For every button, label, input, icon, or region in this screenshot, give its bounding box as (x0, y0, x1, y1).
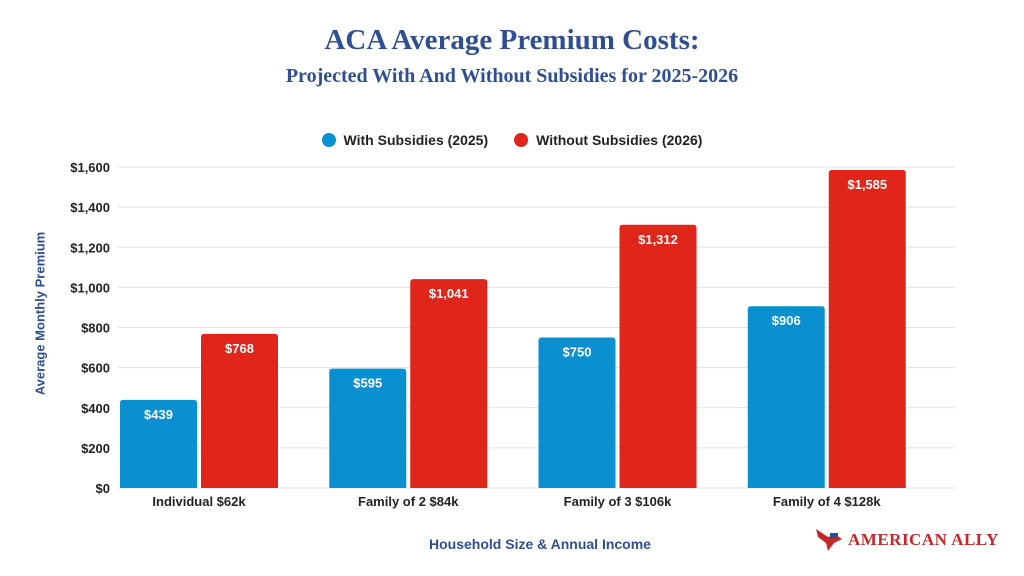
bar (828, 170, 906, 488)
x-axis-label: Household Size & Annual Income (429, 536, 651, 552)
logo-text: AMERICAN ALLY (848, 530, 999, 549)
bar (329, 368, 407, 488)
x-tick-label: Family of 3 $106k (564, 494, 672, 509)
chart-title: ACA Average Premium Costs: (324, 24, 700, 56)
y-axis-label: Average Monthly Premium (32, 231, 48, 396)
x-tick-label: Family of 4 $128k (773, 494, 881, 509)
data-label: $1,312 (638, 232, 678, 247)
x-tick-label: Family of 2 $84k (358, 494, 459, 509)
y-tick-label: $1,000 (70, 280, 110, 295)
data-label: $906 (772, 313, 801, 328)
american-ally-logo: AMERICAN ALLY (814, 527, 999, 553)
legend-label: Without Subsidies (2026) (536, 132, 703, 148)
legend-item-with-subsidies: With Subsidies (2025) (321, 132, 489, 148)
y-tick-label: $1,400 (70, 200, 110, 215)
y-tick-label: $0 (96, 481, 110, 496)
legend-swatch (321, 133, 336, 147)
legend: With Subsidies (2025) Without Subsidies … (0, 132, 1024, 148)
bar (619, 224, 697, 488)
y-tick-label: $200 (81, 441, 110, 456)
bar (747, 306, 825, 488)
y-tick-label: $1,600 (70, 160, 110, 175)
legend-swatch (514, 133, 529, 147)
y-tick-label: $400 (81, 401, 110, 416)
x-tick-label: Individual $62k (152, 494, 246, 509)
y-tick-label: $800 (81, 321, 110, 336)
legend-item-without-subsidies: Without Subsidies (2026) (514, 132, 702, 148)
data-label: $750 (563, 345, 592, 360)
y-tick-label: $600 (81, 361, 110, 376)
data-label: $595 (353, 376, 382, 391)
bar (538, 337, 616, 488)
data-label: $439 (144, 407, 173, 422)
eagle-icon (816, 529, 842, 551)
data-label: $768 (225, 341, 254, 356)
bar (120, 399, 197, 488)
data-label: $1,585 (847, 177, 887, 192)
chart-subtitle: Projected With And Without Subsidies for… (285, 65, 739, 87)
data-label: $1,041 (429, 286, 469, 301)
y-tick-label: $1,200 (70, 240, 110, 255)
bar (201, 333, 278, 488)
bar (410, 279, 488, 488)
legend-label: With Subsidies (2025) (343, 132, 489, 148)
